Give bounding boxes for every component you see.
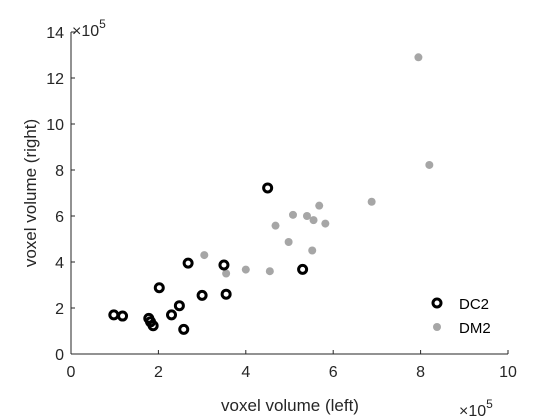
y-tick-label: 8	[55, 163, 64, 180]
x-tick-label: 4	[241, 364, 250, 381]
point-dc2	[166, 309, 178, 321]
point-dm2	[308, 246, 317, 255]
point-dm2	[241, 265, 250, 274]
legend-marker-dc2	[431, 297, 443, 309]
point-dm2	[288, 210, 297, 219]
x-tick-label: 0	[67, 364, 76, 381]
x-tick-label: 8	[416, 364, 425, 381]
point-dm2	[222, 269, 231, 278]
y-tick-label: 4	[55, 255, 64, 272]
y-tick-label: 12	[46, 71, 64, 88]
point-dm2	[265, 267, 274, 276]
point-dm2	[271, 221, 280, 230]
point-dc2	[173, 300, 185, 312]
legend-label-dc2: DC2	[459, 296, 489, 313]
y-tick-label: 10	[46, 117, 64, 134]
x-tick-label: 6	[329, 364, 338, 381]
plot-area	[108, 53, 434, 335]
x-exponent-power: 5	[486, 397, 493, 411]
series-dc2	[108, 182, 309, 335]
x-axis-label: voxel volume (left)	[221, 396, 359, 415]
point-dm2	[321, 219, 330, 228]
y-ticks: 0 2 4 6 8 10 12 14	[46, 25, 75, 364]
axes	[70, 32, 508, 355]
point-dc2	[218, 259, 230, 271]
point-dm2	[309, 216, 318, 225]
y-tick-label: 6	[55, 209, 64, 226]
point-dc2	[297, 263, 309, 275]
point-dc2	[220, 288, 232, 300]
point-dm2	[414, 53, 423, 62]
y-exponent-power: 5	[99, 17, 106, 31]
point-dm2	[284, 237, 293, 246]
legend-marker-dm2	[433, 323, 441, 331]
point-dc2	[153, 282, 165, 294]
point-dc2	[196, 289, 208, 301]
y-axis-label: voxel volume (right)	[21, 119, 40, 267]
point-dc2	[147, 320, 159, 332]
point-dm2	[302, 212, 311, 220]
point-dm2	[367, 197, 376, 206]
x-exponent-label: ×105	[459, 397, 493, 420]
x-exponent-base: ×10	[459, 403, 486, 420]
point-dc2	[178, 323, 190, 335]
y-tick-label: 14	[46, 25, 64, 42]
x-tick-label: 2	[154, 364, 163, 381]
legend-label-dm2: DM2	[459, 320, 491, 337]
point-dc2	[262, 182, 274, 194]
y-tick-label: 2	[55, 301, 64, 318]
x-tick-label: 10	[499, 364, 517, 381]
y-tick-label: 0	[55, 347, 64, 364]
point-dm2	[200, 251, 209, 260]
point-dm2	[425, 160, 434, 169]
y-exponent-base: ×10	[72, 23, 99, 40]
x-ticks: 0 2 4 6 8 10	[67, 350, 517, 381]
point-dm2	[315, 201, 324, 210]
point-dc2	[182, 257, 194, 269]
series-dm2	[200, 53, 434, 278]
legend: DC2 DM2	[431, 296, 491, 337]
y-exponent-label: ×105	[72, 17, 106, 40]
point-dc2	[117, 310, 129, 322]
point-dc2	[108, 309, 120, 321]
